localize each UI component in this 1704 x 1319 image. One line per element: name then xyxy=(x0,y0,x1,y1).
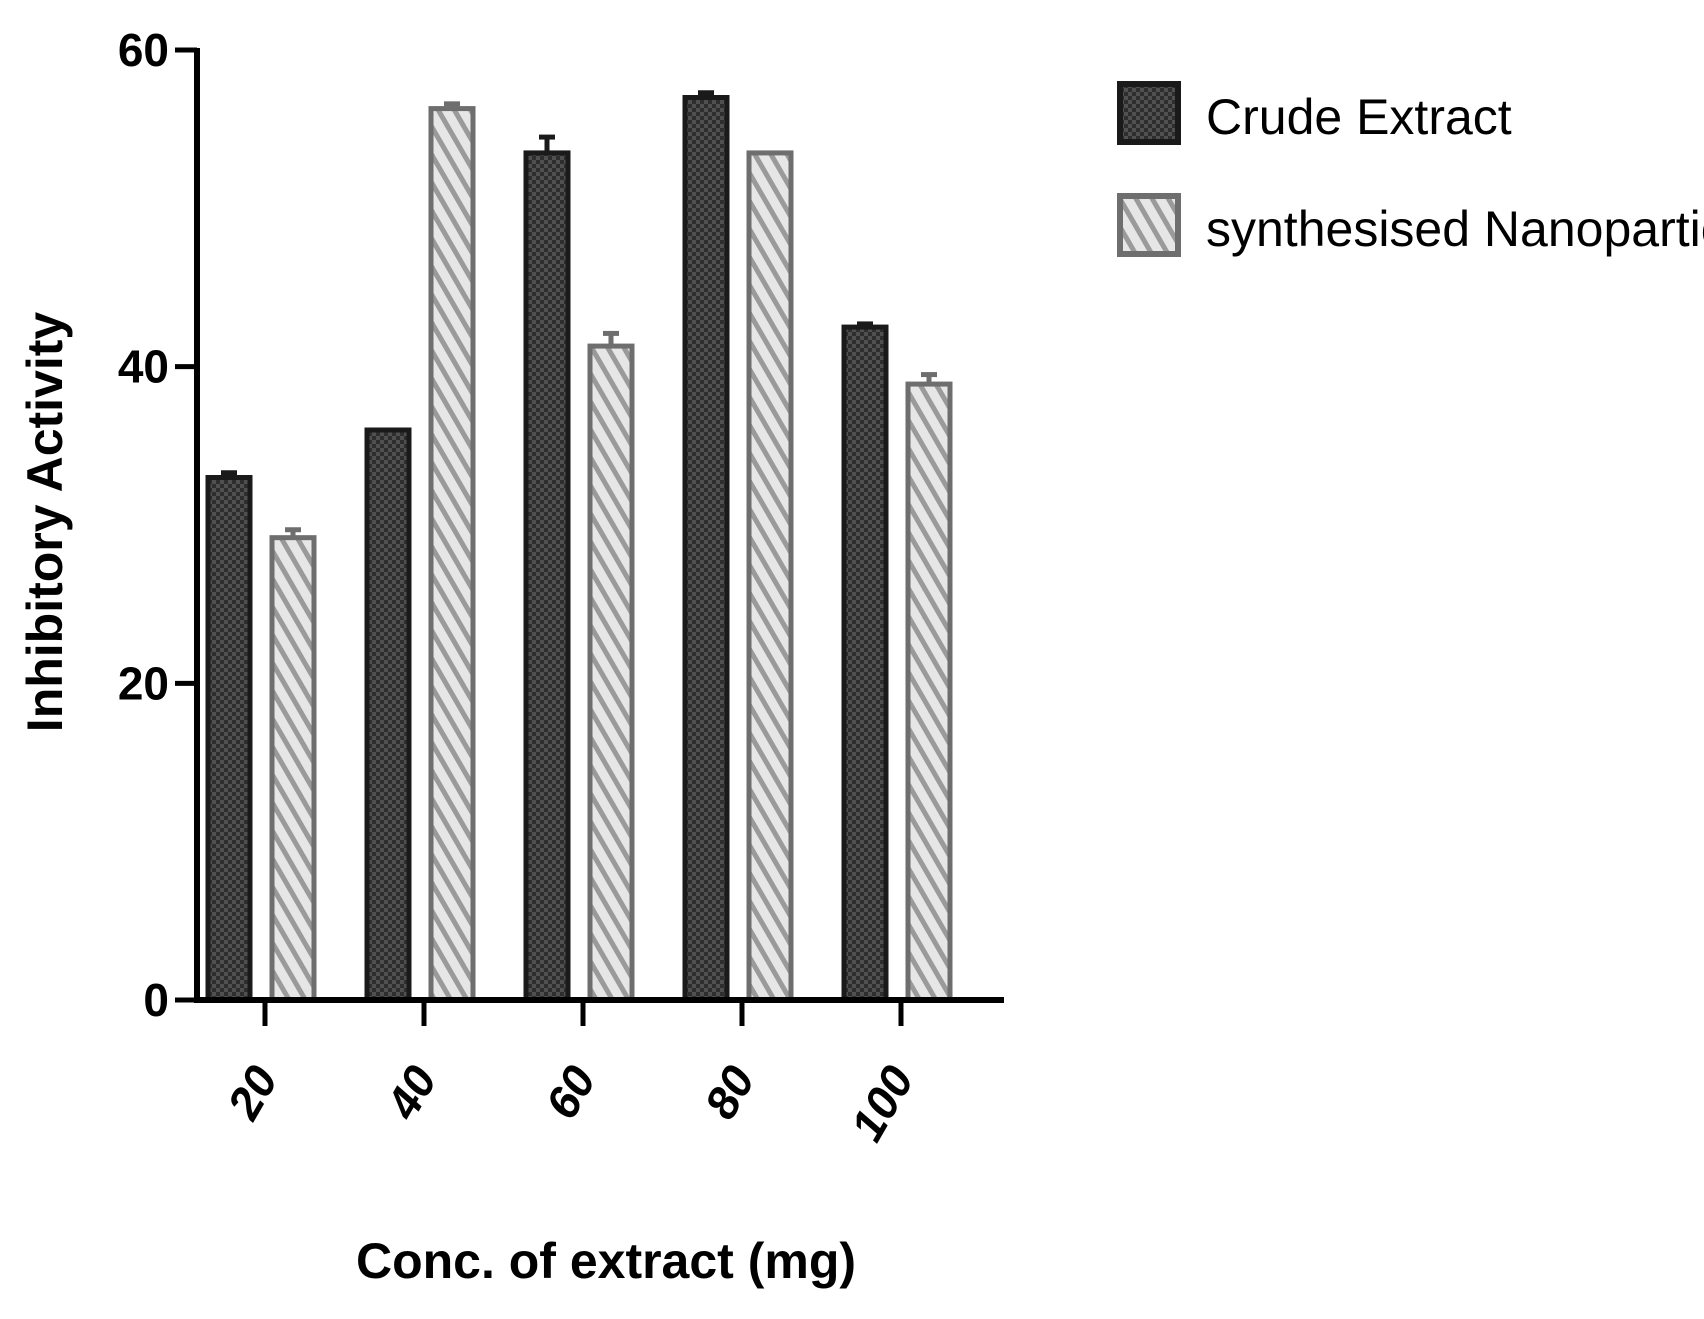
bar-nano-40 xyxy=(428,106,476,1003)
y-tick-label-20: 20 xyxy=(118,657,169,709)
bar-nano-80 xyxy=(746,150,794,1003)
y-ticks-group: 0 20 40 60 xyxy=(118,24,197,1026)
legend: Crude Extract synthesised Nanoparticle xyxy=(1117,81,1704,257)
legend-label-crude: Crude Extract xyxy=(1206,89,1512,145)
bar-crude-60 xyxy=(523,150,571,1003)
y-tick-label-40: 40 xyxy=(118,341,169,393)
bar-crude-40 xyxy=(364,427,412,1003)
y-tick-label-0: 0 xyxy=(143,974,169,1026)
bar-nano-20 xyxy=(269,535,317,1003)
legend-label-nano: synthesised Nanoparticle xyxy=(1206,201,1704,257)
bars-group xyxy=(205,95,953,1003)
x-tick-label-60: 60 xyxy=(535,1057,606,1128)
x-tick-label-20: 20 xyxy=(217,1057,288,1129)
bar-crude-100 xyxy=(841,324,889,1003)
y-axis-title: Inhibitory Activity xyxy=(17,312,73,733)
x-tick-label-80: 80 xyxy=(694,1057,765,1128)
legend-swatch-crude xyxy=(1117,81,1181,145)
bar-crude-80 xyxy=(682,95,730,1003)
error-bars-group xyxy=(221,90,937,538)
bar-crude-20 xyxy=(205,475,253,1003)
x-axis-title: Conc. of extract (mg) xyxy=(356,1233,856,1289)
x-ticks-group: 20 40 60 80 100 xyxy=(217,1000,924,1149)
bar-nano-100 xyxy=(905,381,953,1003)
x-tick-label-40: 40 xyxy=(376,1057,447,1129)
bar-nano-60 xyxy=(587,343,635,1003)
y-tick-label-60: 60 xyxy=(118,24,169,76)
x-tick-label-100: 100 xyxy=(840,1057,924,1150)
legend-swatch-nano xyxy=(1117,193,1181,257)
